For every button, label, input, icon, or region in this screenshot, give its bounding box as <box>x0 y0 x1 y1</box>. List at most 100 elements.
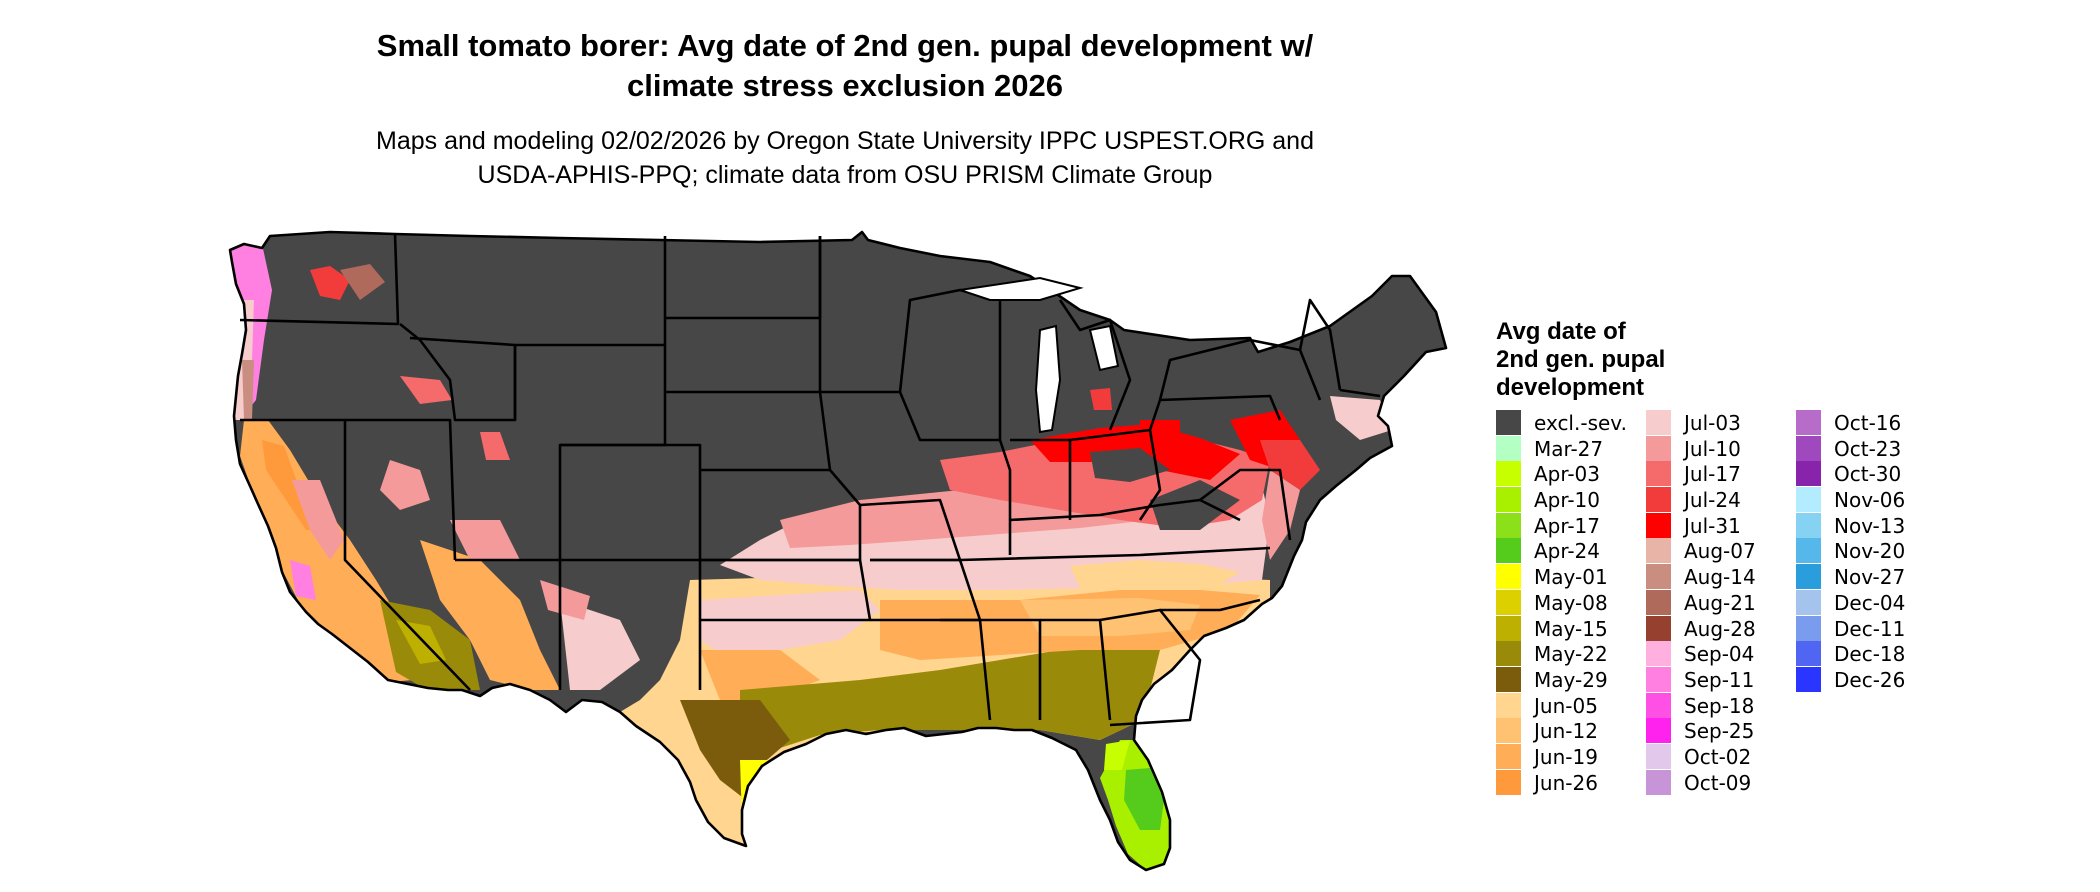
legend-item: Oct-09 <box>1646 769 1796 796</box>
legend-item: Aug-14 <box>1646 564 1796 590</box>
border-ohio <box>1069 428 1162 521</box>
zone-lake-michigan-shore <box>1090 388 1112 410</box>
legend-item: Jun-12 <box>1496 718 1646 744</box>
legend-swatch <box>1646 589 1671 615</box>
legend-label: May-22 <box>1534 642 1608 667</box>
zone-nevada-patch <box>380 460 430 510</box>
legend-swatch <box>1796 410 1821 435</box>
legend-label: Dec-18 <box>1834 642 1906 667</box>
legend-item: Jun-05 <box>1496 692 1646 719</box>
legend-swatch <box>1496 487 1521 513</box>
border-oklahoma <box>700 558 872 622</box>
legend-label: Aug-28 <box>1684 616 1756 641</box>
legend-label: Jul-03 <box>1684 411 1741 435</box>
legend-item: May-01 <box>1496 564 1646 590</box>
border-kentucky <box>1009 498 1241 522</box>
legend-swatch <box>1796 435 1821 461</box>
title-line-2: climate stress exclusion 2026 <box>627 68 1063 103</box>
legend-swatch <box>1796 641 1821 667</box>
legend-swatch <box>1496 769 1521 795</box>
legend-label: Sep-11 <box>1684 667 1755 692</box>
legend-swatch <box>1646 538 1671 564</box>
border-four-corners <box>455 558 702 690</box>
legend-item: May-15 <box>1496 615 1646 642</box>
legend-label: Aug-07 <box>1684 539 1756 564</box>
lake-huron <box>1088 324 1120 372</box>
subtitle-line-2: USDA-APHIS-PPQ; climate data from OSU PR… <box>477 161 1213 189</box>
legend-swatch <box>1796 564 1821 590</box>
border-nevada-utah <box>345 418 457 561</box>
state-borders <box>228 230 1448 872</box>
legend-label: Nov-06 <box>1834 488 1906 513</box>
border-michigan <box>1058 299 1132 431</box>
legend-label: May-15 <box>1534 616 1608 641</box>
legend-swatch <box>1646 743 1671 769</box>
map-title: Small tomato borer: Avg date of 2nd gen.… <box>250 26 1440 106</box>
legend-label: Aug-14 <box>1684 565 1756 590</box>
legend-item: Nov-20 <box>1796 538 1946 564</box>
legend-label: Mar-27 <box>1534 436 1604 461</box>
legend-label: Jul-17 <box>1684 462 1741 487</box>
zone-arizona <box>420 540 560 690</box>
legend-label: Apr-03 <box>1534 462 1600 487</box>
subtitle-line-1: Maps and modeling 02/02/2026 by Oregon S… <box>376 127 1314 155</box>
legend-swatch <box>1496 435 1521 461</box>
zone-north-texas <box>700 590 880 660</box>
legend-label: Apr-17 <box>1534 513 1600 538</box>
legend-swatch <box>1646 564 1671 590</box>
legend-item: May-29 <box>1496 666 1646 693</box>
zone-ohio-excluded <box>1090 448 1170 482</box>
legend-item: Jun-26 <box>1496 769 1646 796</box>
legend-label: Jul-31 <box>1684 513 1741 538</box>
legend-item: Jul-24 <box>1646 487 1796 513</box>
legend-swatch <box>1796 589 1821 615</box>
legend-swatch <box>1496 538 1521 564</box>
legend-swatch <box>1646 487 1671 513</box>
legend-swatch <box>1646 512 1671 538</box>
legend-item: Jul-17 <box>1646 461 1796 487</box>
legend-swatch <box>1796 615 1821 641</box>
legend-swatch <box>1496 615 1521 641</box>
legend-swatch <box>1496 461 1521 487</box>
legend-label: excl.-sev. <box>1534 411 1627 435</box>
legend-label: Apr-10 <box>1534 488 1600 513</box>
border-carolinas <box>1160 598 1261 612</box>
border-georgia <box>1099 608 1202 727</box>
legend-item: Sep-04 <box>1646 641 1796 667</box>
legend-swatch <box>1496 666 1521 692</box>
legend-swatch <box>1796 461 1821 487</box>
legend-swatch <box>1496 743 1521 769</box>
legend-swatch <box>1646 718 1671 744</box>
legend-swatch <box>1496 564 1521 590</box>
legend-item: Aug-07 <box>1646 538 1796 564</box>
legend-column: excl.-sev. Mar-27 Apr-03 Apr-10 Apr-17 Apr-24… <box>1496 410 1646 795</box>
border-tennessee <box>959 546 1271 562</box>
legend-title: Avg date of 2nd gen. pupal development <box>1496 318 1736 402</box>
zone-appalachia <box>1150 480 1240 530</box>
legend-swatch <box>1496 589 1521 615</box>
border-new-york <box>1158 338 1322 401</box>
legend-label: Sep-25 <box>1684 719 1755 744</box>
legend-item: Sep-11 <box>1646 666 1796 693</box>
legend-item: excl.-sev. <box>1496 410 1646 436</box>
legend-label: Oct-23 <box>1834 436 1902 461</box>
zone-arizona-rim <box>540 580 590 620</box>
legend-label: May-01 <box>1534 565 1608 590</box>
legend-label: Sep-18 <box>1684 693 1755 718</box>
legend-label: Nov-27 <box>1834 565 1906 590</box>
legend-swatch <box>1646 410 1671 435</box>
zone-washington-patch <box>310 266 350 300</box>
legend-label: Oct-09 <box>1684 770 1752 795</box>
zone-sierra-foothills <box>292 480 344 560</box>
border-pennsylvania <box>1148 394 1282 431</box>
legend-item: Aug-21 <box>1646 589 1796 616</box>
title-line-1: Small tomato borer: Avg date of 2nd gen.… <box>376 28 1314 63</box>
legend-item: May-08 <box>1496 589 1646 616</box>
legend-item: Sep-25 <box>1646 718 1796 744</box>
legend-item: Apr-24 <box>1496 538 1646 564</box>
legend-label: Sep-04 <box>1684 642 1755 667</box>
legend-column: Oct-16 Oct-23 Oct-30 Nov-06 Nov-13 Nov-20 Nov-… <box>1796 410 1946 693</box>
legend-item: May-22 <box>1496 641 1646 667</box>
legend-item: Oct-16 <box>1796 410 1946 436</box>
legend-item: Mar-27 <box>1496 435 1646 462</box>
